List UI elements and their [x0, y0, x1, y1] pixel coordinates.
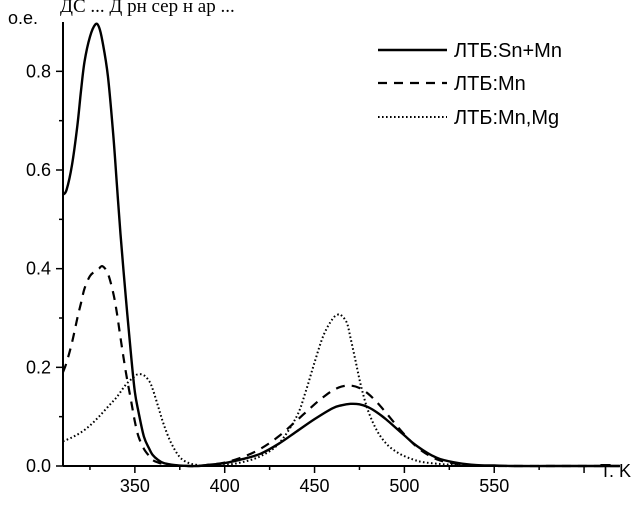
series-lines: [61, 22, 620, 468]
series-line-1: [62, 22, 620, 468]
plot-frame: [62, 22, 620, 467]
series-line-2: [61, 264, 620, 468]
y-axis-label: о.е.: [8, 8, 38, 28]
x-tick-label: 350: [120, 476, 150, 496]
x-tick-label: 550: [479, 476, 509, 496]
y-tick-label: 0.6: [26, 160, 51, 180]
legend: ЛТБ:Sn+Mn ЛТБ:Mn ЛТБ:Mn,Mg: [378, 40, 562, 129]
legend-label-1: ЛТБ:Sn+Mn: [454, 40, 562, 62]
y-tick-label: 0.4: [26, 259, 51, 279]
cut-off-heading-text: ДС ... Д рн сер н ар ...: [60, 0, 235, 17]
y-tick-label: 0.8: [26, 61, 51, 81]
x-tick-label: 500: [389, 476, 419, 496]
x-tick-label: 450: [300, 476, 330, 496]
axis-ticks: [56, 70, 585, 473]
y-tick-label: 0.2: [26, 357, 51, 377]
legend-label-2: ЛТБ:Mn: [454, 73, 526, 95]
tick-labels: 350 400 450 500 550 0.0 0.2 0.4 0.6 0.8: [26, 61, 509, 496]
legend-label-3: ЛТБ:Mn,Mg: [454, 107, 559, 129]
y-tick-label: 0.0: [26, 456, 51, 476]
x-axis-label: T. K: [600, 461, 631, 481]
x-tick-label: 400: [210, 476, 240, 496]
